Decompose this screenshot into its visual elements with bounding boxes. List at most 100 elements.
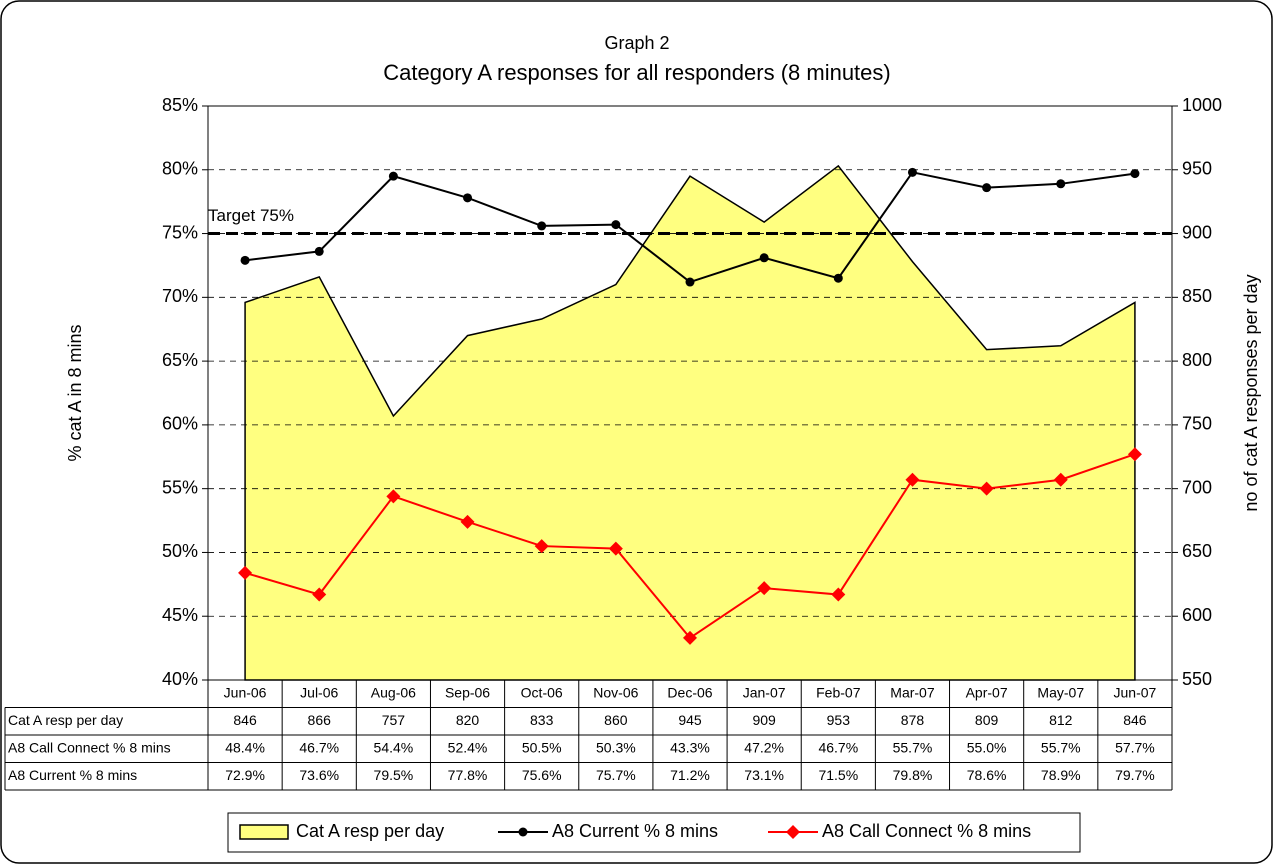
table-cell: 55.7%: [1041, 739, 1081, 755]
point: [534, 539, 549, 554]
point: [608, 541, 623, 556]
table-cell: 846: [1123, 712, 1147, 728]
y2-tick-label: 1000: [1182, 95, 1222, 115]
table-cell: 833: [530, 712, 554, 728]
table-cell: 55.0%: [967, 739, 1007, 755]
x-tick-label: Jul-06: [300, 684, 338, 700]
table-cell: 878: [901, 712, 925, 728]
point: [537, 221, 547, 231]
table-row-label: A8 Current % 8 mins: [8, 767, 137, 783]
y-tick-label: 85%: [162, 95, 198, 115]
table-cell: 50.5%: [522, 739, 562, 755]
y-tick-label: 60%: [162, 414, 198, 434]
table-cell: 72.9%: [225, 767, 265, 783]
legend-label: Cat A resp per day: [296, 821, 444, 841]
point: [388, 171, 398, 181]
table-row-label: Cat A resp per day: [8, 712, 123, 728]
table-cell: 812: [1049, 712, 1073, 728]
y-tick-label: 80%: [162, 159, 198, 179]
table-cell: 73.1%: [744, 767, 784, 783]
table-cell: 757: [382, 712, 406, 728]
table-cell: 945: [678, 712, 702, 728]
legend-label: A8 Call Connect % 8 mins: [822, 821, 1031, 841]
legend-label: A8 Current % 8 mins: [552, 821, 718, 841]
legend-swatch: [786, 825, 800, 839]
table-cell: 75.6%: [522, 767, 562, 783]
legend-box: [227, 812, 1081, 853]
table-cell: 846: [233, 712, 257, 728]
point: [314, 246, 324, 256]
point: [907, 167, 917, 177]
x-tick-label: Apr-07: [966, 684, 1008, 700]
point: [683, 630, 697, 645]
y2-tick-label: 750: [1182, 414, 1212, 434]
table-cell: 860: [604, 712, 628, 728]
table-cell: 48.4%: [225, 739, 265, 755]
table-cell: 79.5%: [374, 767, 414, 783]
point: [611, 220, 621, 230]
point: [238, 565, 253, 580]
table-cell: 55.7%: [893, 739, 933, 755]
point: [240, 255, 250, 265]
y-tick-label: 55%: [162, 477, 198, 497]
point: [312, 587, 327, 602]
point: [685, 277, 695, 287]
area: [244, 164, 1136, 681]
y2-tick-label: 600: [1182, 605, 1212, 625]
chart-subtitle: Category A responses for all responders …: [383, 60, 890, 85]
legend-swatch: [518, 827, 528, 837]
point: [982, 183, 992, 193]
table-cell: 46.7%: [818, 739, 858, 755]
point: [1056, 179, 1066, 189]
target-label: Target 75%: [208, 206, 294, 225]
x-tick-label: Aug-06: [371, 684, 416, 700]
y-axis-label: % cat A in 8 mins: [65, 324, 85, 461]
point: [463, 193, 473, 203]
y2-tick-label: 550: [1182, 669, 1212, 689]
table-cell: 50.3%: [596, 739, 636, 755]
x-tick-label: Jun-06: [224, 684, 267, 700]
y-tick-label: 70%: [162, 286, 198, 306]
point: [831, 587, 846, 602]
plot-border: [207, 105, 1173, 681]
y2-tick-label: 950: [1182, 159, 1212, 179]
table-cell: 78.6%: [967, 767, 1007, 783]
y-tick-label: 50%: [162, 541, 198, 561]
point: [1053, 472, 1068, 487]
x-tick-label: Feb-07: [816, 684, 861, 700]
point: [833, 273, 843, 283]
table-cell: 820: [456, 712, 480, 728]
point: [386, 489, 401, 504]
point: [759, 253, 769, 263]
x-tick-label: May-07: [1037, 684, 1084, 700]
x-tick-label: Jan-07: [743, 684, 786, 700]
point: [905, 472, 920, 487]
table-row-label: A8 Call Connect % 8 mins: [8, 739, 171, 755]
y-tick-label: 40%: [162, 669, 198, 689]
x-tick-label: Jun-07: [1114, 684, 1157, 700]
y-tick-label: 75%: [162, 222, 198, 242]
point: [460, 514, 475, 529]
table-cell: 52.4%: [448, 739, 488, 755]
table-cell: 57.7%: [1115, 739, 1155, 755]
y2-tick-label: 800: [1182, 350, 1212, 370]
table-cell: 79.8%: [893, 767, 933, 783]
table-cell: 46.7%: [299, 739, 339, 755]
chart-title: Graph 2: [604, 33, 669, 53]
table-cell: 77.8%: [448, 767, 488, 783]
y2-tick-label: 650: [1182, 541, 1212, 561]
x-tick-label: Sep-06: [445, 684, 490, 700]
table-cell: 47.2%: [744, 739, 784, 755]
table-cell: 809: [975, 712, 999, 728]
x-tick-label: Dec-06: [667, 684, 712, 700]
table-cell: 909: [752, 712, 776, 728]
legend-swatch: [239, 824, 289, 840]
table-cell: 54.4%: [374, 739, 414, 755]
y2-axis-label: no of cat A responses per day: [1241, 274, 1261, 511]
point: [979, 481, 994, 496]
x-tick-label: Nov-06: [593, 684, 638, 700]
point: [1127, 447, 1142, 462]
table-cell: 866: [308, 712, 332, 728]
table-cell: 71.5%: [818, 767, 858, 783]
